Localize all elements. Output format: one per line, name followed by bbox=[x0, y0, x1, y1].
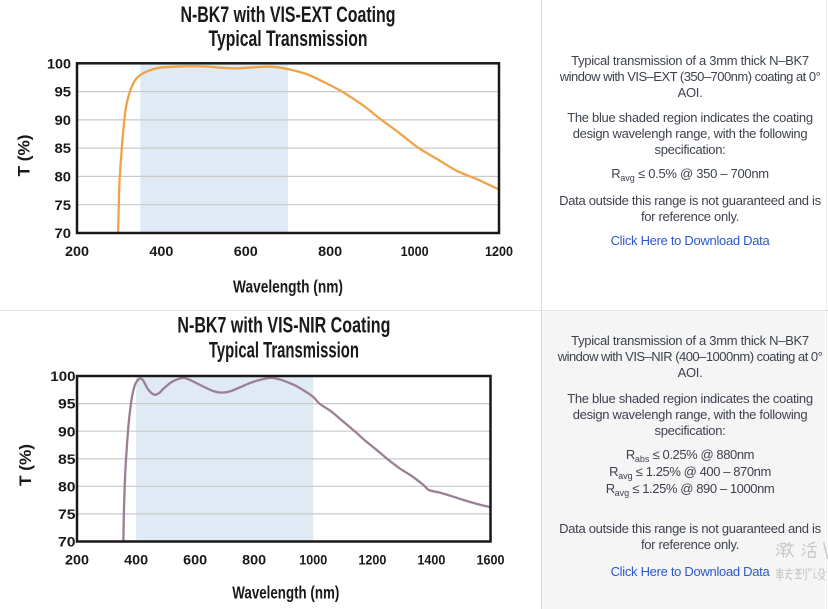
svg-text:85: 85 bbox=[55, 141, 72, 157]
svg-text:800: 800 bbox=[318, 244, 342, 260]
svg-text:1000: 1000 bbox=[299, 551, 327, 567]
svg-text:Wavelength (nm): Wavelength (nm) bbox=[232, 583, 339, 603]
svg-text:1600: 1600 bbox=[477, 551, 505, 567]
svg-text:95: 95 bbox=[55, 85, 72, 101]
svg-text:75: 75 bbox=[58, 506, 76, 522]
svg-text:Typical Transmission: Typical Transmission bbox=[209, 338, 359, 363]
svg-text:200: 200 bbox=[65, 551, 89, 567]
svg-text:N-BK7 with VIS-NIR Coating: N-BK7 with VIS-NIR Coating bbox=[177, 313, 390, 338]
svg-text:100: 100 bbox=[50, 368, 75, 384]
svg-text:800: 800 bbox=[242, 551, 266, 567]
svg-text:1200: 1200 bbox=[485, 244, 513, 260]
svg-text:95: 95 bbox=[58, 396, 76, 412]
svg-text:85: 85 bbox=[58, 451, 76, 467]
svg-text:400: 400 bbox=[124, 551, 148, 567]
svg-text:70: 70 bbox=[58, 534, 76, 550]
svg-text:70: 70 bbox=[55, 226, 72, 242]
svg-text:100: 100 bbox=[47, 56, 71, 72]
svg-text:Wavelength (nm): Wavelength (nm) bbox=[233, 277, 343, 297]
svg-text:80: 80 bbox=[55, 170, 72, 186]
svg-text:600: 600 bbox=[183, 551, 207, 567]
svg-text:400: 400 bbox=[149, 244, 173, 260]
svg-text:1000: 1000 bbox=[401, 244, 429, 260]
svg-text:T (%): T (%) bbox=[16, 444, 35, 486]
svg-text:600: 600 bbox=[234, 244, 258, 260]
svg-text:80: 80 bbox=[58, 478, 76, 494]
svg-text:Typical Transmission: Typical Transmission bbox=[209, 26, 368, 51]
svg-text:90: 90 bbox=[55, 113, 72, 129]
svg-text:90: 90 bbox=[58, 423, 76, 439]
svg-text:75: 75 bbox=[55, 198, 72, 214]
svg-text:200: 200 bbox=[65, 244, 89, 260]
svg-text:N-BK7 with VIS-EXT Coating: N-BK7 with VIS-EXT Coating bbox=[181, 2, 396, 27]
svg-text:T (%): T (%) bbox=[15, 135, 34, 177]
svg-text:1200: 1200 bbox=[358, 551, 386, 567]
svg-text:1400: 1400 bbox=[417, 551, 445, 567]
